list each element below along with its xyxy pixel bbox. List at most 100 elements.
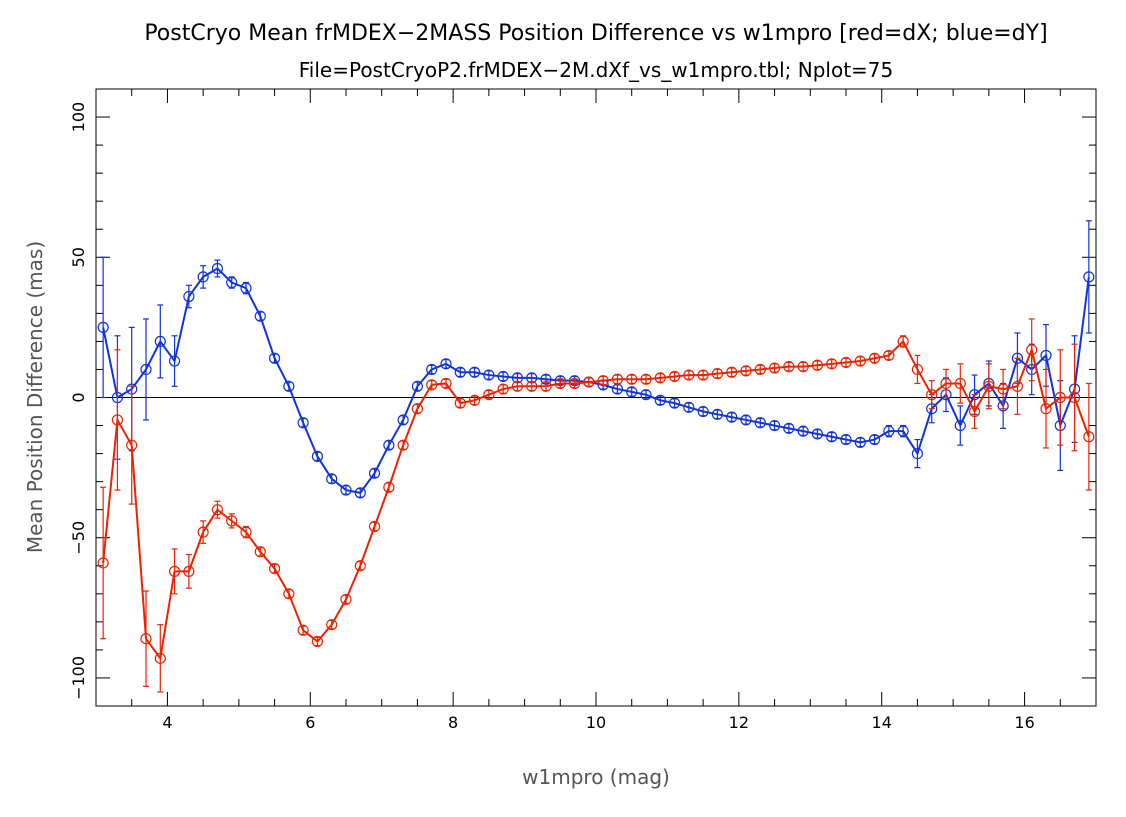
data-point-dX [1054,391,1066,404]
data-point-dX [183,565,195,577]
data-point-dY [811,428,824,440]
data-point-dX [426,379,438,391]
x-tick-label: 4 [162,713,172,732]
data-point-dX [254,546,266,558]
x-tick-label: 10 [586,713,606,732]
data-point-dY [311,450,324,462]
data-point-dY [354,487,366,499]
data-point-dY [154,335,166,348]
data-point-dX [954,377,966,390]
data-point-dY [1040,349,1052,362]
data-point-dX [940,377,952,390]
data-point-dX [540,380,552,392]
data-point-dX [554,377,566,390]
data-point-dX [611,373,624,385]
data-point-dX [683,369,695,381]
data-point-dY [640,389,652,401]
data-point-dX [1026,344,1038,356]
data-point-dX [454,397,466,409]
data-point-dX [1011,380,1024,392]
data-point-dX [511,380,524,392]
data-point-dX [126,439,138,451]
data-point-dX [783,361,795,373]
data-point-dX [968,405,981,418]
series-dX [97,318,1095,693]
data-point-dX [197,526,209,538]
data-point-dX [111,414,124,426]
data-point-dX [326,619,338,631]
data-point-dY [740,414,752,426]
data-point-dX [154,652,166,664]
data-point-dY [368,467,381,479]
data-point-dY [197,271,209,283]
data-point-dY [483,369,495,381]
data-point-dY [411,380,424,392]
data-point-dY [711,408,724,420]
data-point-dX [840,356,852,369]
data-point-dX [626,373,638,385]
data-point-dX [726,366,738,378]
x-tick-label: 14 [872,713,892,732]
data-point-dX [97,557,109,569]
x-axis-label: w1mpro (mag) [522,765,670,789]
data-point-dX [1083,431,1095,443]
data-point-dY [183,290,195,303]
data-point-dY [768,419,781,432]
data-point-dY [454,366,466,378]
data-point-dY [683,401,695,413]
data-point-dX [268,562,281,575]
data-point-dY [668,397,681,409]
data-point-dY [497,370,509,383]
data-point-dX [1068,391,1081,404]
data-point-dX [668,370,681,383]
data-point-dX [583,376,595,388]
data-point-dX [868,352,881,364]
x-tick-label: 8 [448,713,458,732]
data-point-dX [140,633,152,645]
data-point-dX [168,565,181,577]
x-tick-label: 6 [305,713,315,732]
chart-subtitle: File=PostCryoP2.frMDEX−2M.dXf_vs_w1mpro.… [299,58,894,82]
chart-title: PostCryo Mean frMDEX−2MASS Position Diff… [144,21,1047,46]
series-layer [97,220,1095,693]
x-tick-label: 16 [1014,713,1034,732]
series-dY [97,220,1095,499]
data-point-dY [240,282,252,294]
data-point-dY [211,262,224,275]
data-point-dX [711,368,724,380]
data-point-dY [326,473,338,485]
series-line-dY [102,267,1090,494]
data-point-dX [826,358,838,370]
data-point-dY [468,366,481,378]
y-tick-label: 0 [69,392,88,402]
data-point-dY [726,411,738,423]
y-tick-label: −50 [69,521,88,555]
axis-ticks [95,88,1097,707]
data-point-dX [283,588,295,600]
data-point-dX [640,373,652,385]
data-point-dX [854,355,866,367]
data-point-dX [226,515,238,527]
data-point-dX [797,361,809,373]
data-point-dX [483,389,495,401]
data-point-dX [811,359,824,371]
data-point-dY [268,352,281,364]
y-tick-label: 100 [69,102,88,133]
data-point-dX [926,389,938,401]
data-point-dY [340,484,352,496]
data-point-dX [311,635,324,648]
data-point-dX [997,383,1009,395]
data-point-dX [368,520,381,533]
data-point-dY [697,405,709,418]
data-point-dX [1040,403,1052,415]
data-point-dX [697,369,709,381]
data-point-dY [754,417,766,429]
data-point-dY [868,433,881,446]
data-point-dY [397,414,409,426]
x-tick-label: 12 [729,713,749,732]
data-point-dX [526,380,538,392]
data-point-dY [297,417,309,429]
data-point-dX [397,439,409,451]
data-point-dX [411,403,424,415]
